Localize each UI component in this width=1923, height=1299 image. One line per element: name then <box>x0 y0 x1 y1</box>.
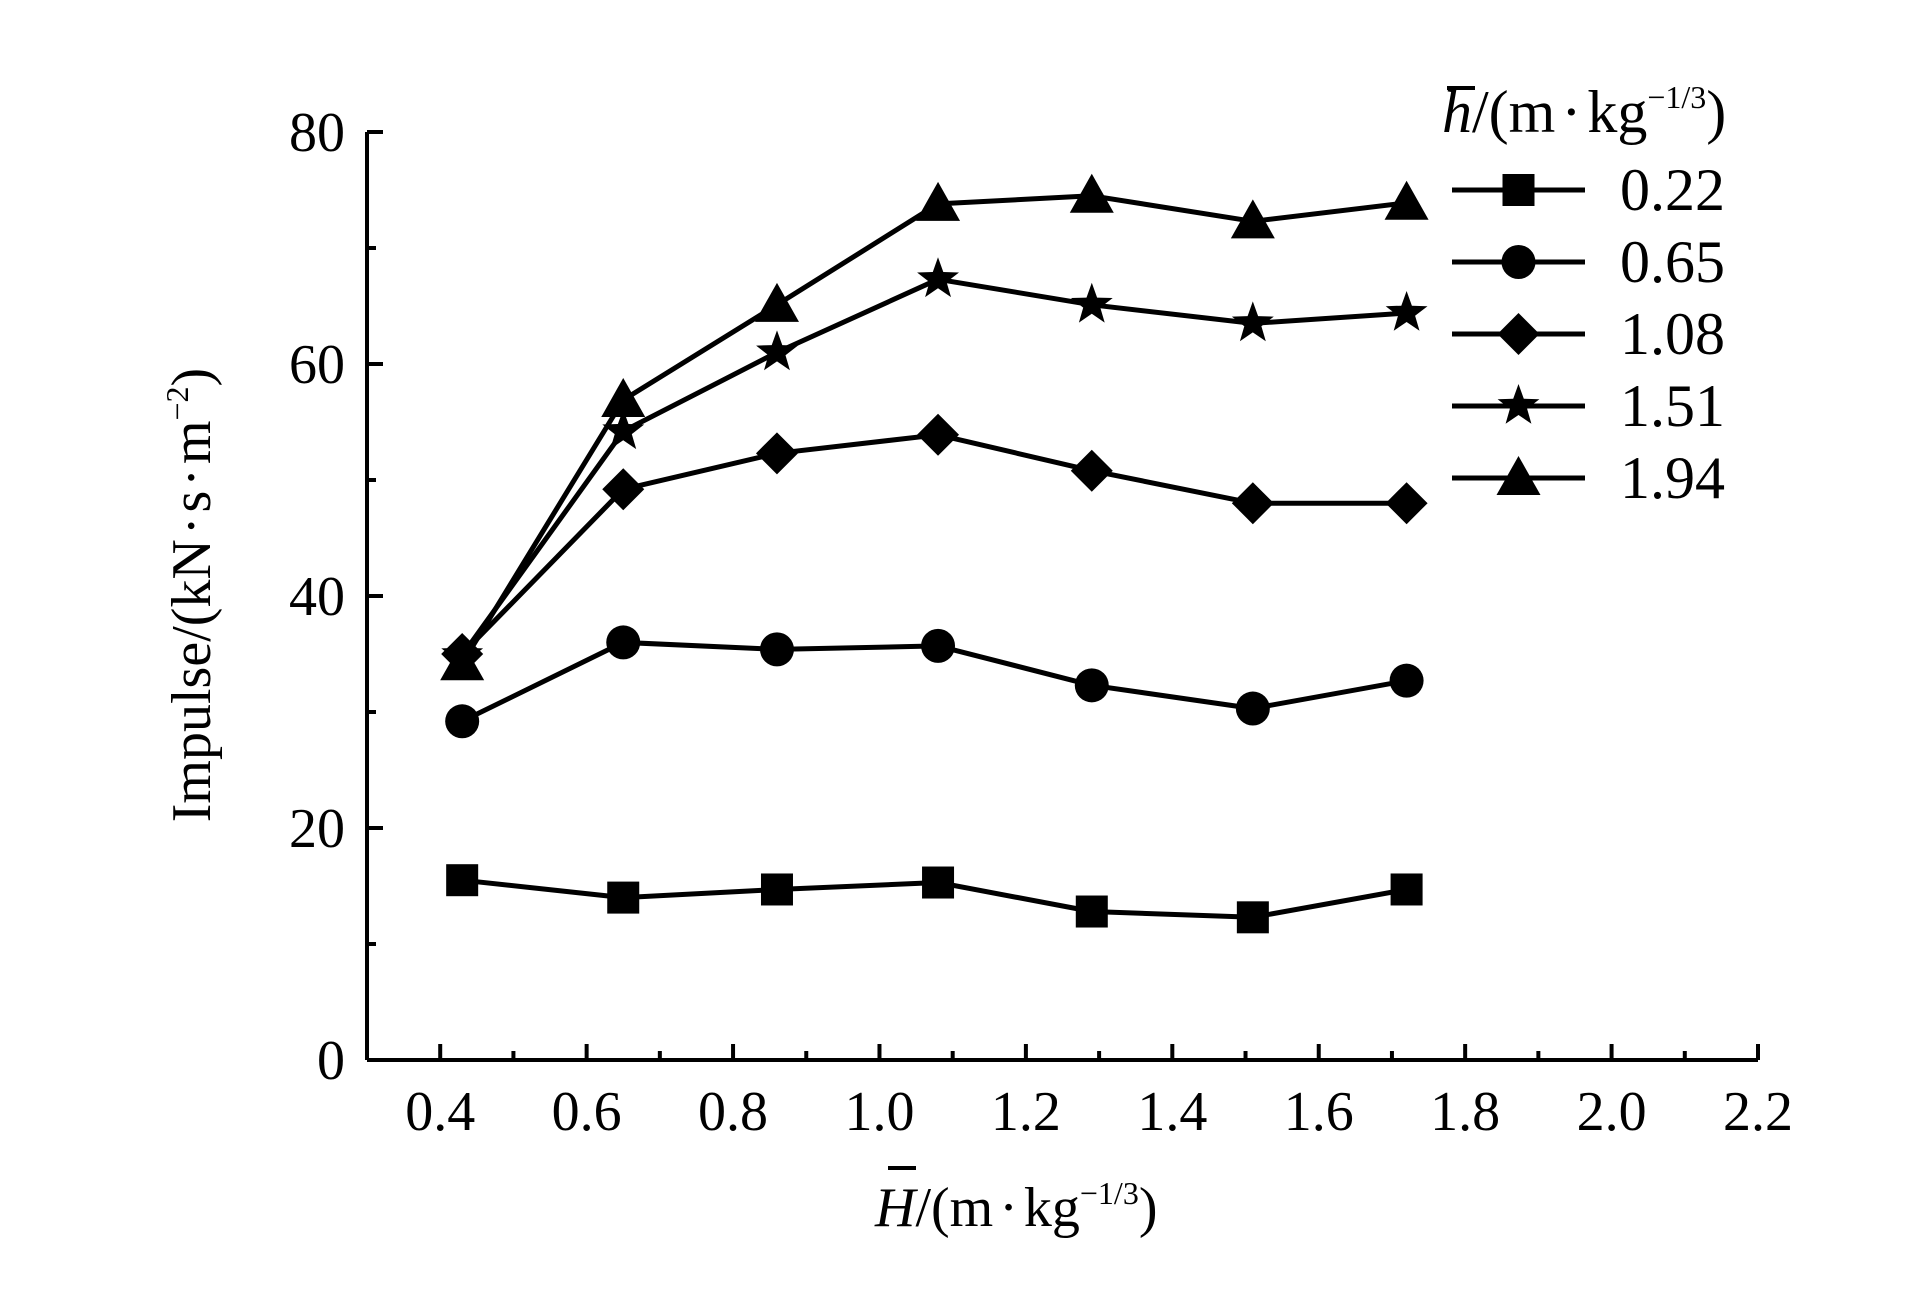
data-point-square <box>446 864 479 897</box>
data-point-circle <box>921 628 956 663</box>
series-star <box>441 257 1428 673</box>
legend-title: h/(m · kg−1/3) <box>1442 79 1726 145</box>
series-line <box>460 276 1407 657</box>
legend-marker-triangle <box>1496 456 1541 495</box>
legend-label: 0.65 <box>1620 229 1725 295</box>
y-tick-label: 40 <box>289 566 345 628</box>
x-tick-label: 0.4 <box>405 1081 475 1143</box>
x-tick-label: 2.2 <box>1723 1081 1793 1143</box>
svg-text:H/(m·kg−1/3): H/(m · kg−1/3) <box>874 1175 1157 1239</box>
data-point-circle <box>445 704 480 739</box>
data-point-triangle <box>1384 180 1429 220</box>
data-point-triangle <box>916 181 961 221</box>
data-point-triangle <box>1230 199 1275 239</box>
x-tick-label: 0.8 <box>698 1081 768 1143</box>
data-point-diamond <box>1231 482 1274 525</box>
x-tick-label: 1.2 <box>991 1081 1061 1143</box>
data-point-triangle <box>601 377 646 417</box>
y-tick-label: 0 <box>317 1030 345 1092</box>
x-tick-label: 0.6 <box>552 1081 622 1143</box>
axes: 0.4 0.6 0.8 1.0 1.2 1.4 1.6 1.8 2.0 2.2 0 20 40 60 80 <box>289 102 1793 1143</box>
series-diamond <box>441 413 1428 675</box>
data-point-square <box>1075 895 1108 928</box>
series-layer <box>440 173 1429 934</box>
data-point-star <box>1070 282 1113 323</box>
data-point-star <box>1231 301 1274 342</box>
legend-item: 0.65 <box>1452 229 1725 295</box>
legend-item: 1.94 <box>1452 445 1725 511</box>
data-point-diamond <box>917 413 960 456</box>
series-triangle <box>440 173 1429 681</box>
data-point-square <box>922 866 955 899</box>
y-axis-title: Impulse/(kN·s·m−2) <box>159 368 223 822</box>
legend-item: 0.22 <box>1452 157 1725 223</box>
series-square <box>446 864 1423 934</box>
data-point-circle <box>759 632 794 667</box>
y-tick-label: 20 <box>289 798 345 860</box>
legend-marker-diamond <box>1497 313 1540 355</box>
legend-marker-star <box>1497 384 1540 424</box>
legend: h/(m · kg−1/3) 0.220.651.081.511.94 <box>1442 79 1726 511</box>
data-point-triangle <box>1069 173 1114 213</box>
svg-text:h/(m·kg−1/3): h/(m · kg−1/3) <box>1442 79 1726 145</box>
data-point-circle <box>1074 668 1109 703</box>
legend-marker-circle <box>1501 245 1536 279</box>
data-point-circle <box>606 625 641 660</box>
data-point-circle <box>1235 691 1270 726</box>
legend-marker-square <box>1502 174 1535 206</box>
data-point-circle <box>1389 663 1424 698</box>
data-point-star <box>1385 291 1428 331</box>
x-tick-label: 1.0 <box>844 1081 914 1143</box>
legend-item: 1.51 <box>1452 373 1725 439</box>
x-tick-label: 1.6 <box>1284 1081 1354 1143</box>
data-point-diamond <box>602 468 645 511</box>
series-line <box>460 432 1407 656</box>
data-point-diamond <box>1385 482 1428 525</box>
data-point-square <box>607 881 640 914</box>
data-point-triangle <box>754 282 799 322</box>
series-circle <box>445 625 1424 739</box>
x-axis-title: H/(m · kg−1/3) <box>874 1166 1157 1239</box>
legend-label: 0.22 <box>1620 157 1725 223</box>
legend-label: 1.94 <box>1620 445 1725 511</box>
y-tick-label: 60 <box>289 334 345 396</box>
legend-label: 1.51 <box>1620 373 1725 439</box>
legend-item: 1.08 <box>1452 301 1725 367</box>
x-tick-label: 2.0 <box>1577 1081 1647 1143</box>
data-point-star <box>602 409 645 450</box>
data-point-diamond <box>755 432 798 475</box>
y-tick-label: 80 <box>289 102 345 164</box>
data-point-star <box>756 330 798 371</box>
data-point-diamond <box>1070 449 1113 492</box>
x-tick-label: 1.8 <box>1430 1081 1500 1143</box>
data-point-triangle <box>440 641 485 681</box>
x-tick-label: 1.4 <box>1137 1081 1207 1143</box>
data-point-square <box>1390 873 1423 906</box>
data-point-square <box>760 873 793 906</box>
data-point-star <box>917 257 959 298</box>
legend-label: 1.08 <box>1620 301 1725 367</box>
data-point-square <box>1236 901 1269 934</box>
